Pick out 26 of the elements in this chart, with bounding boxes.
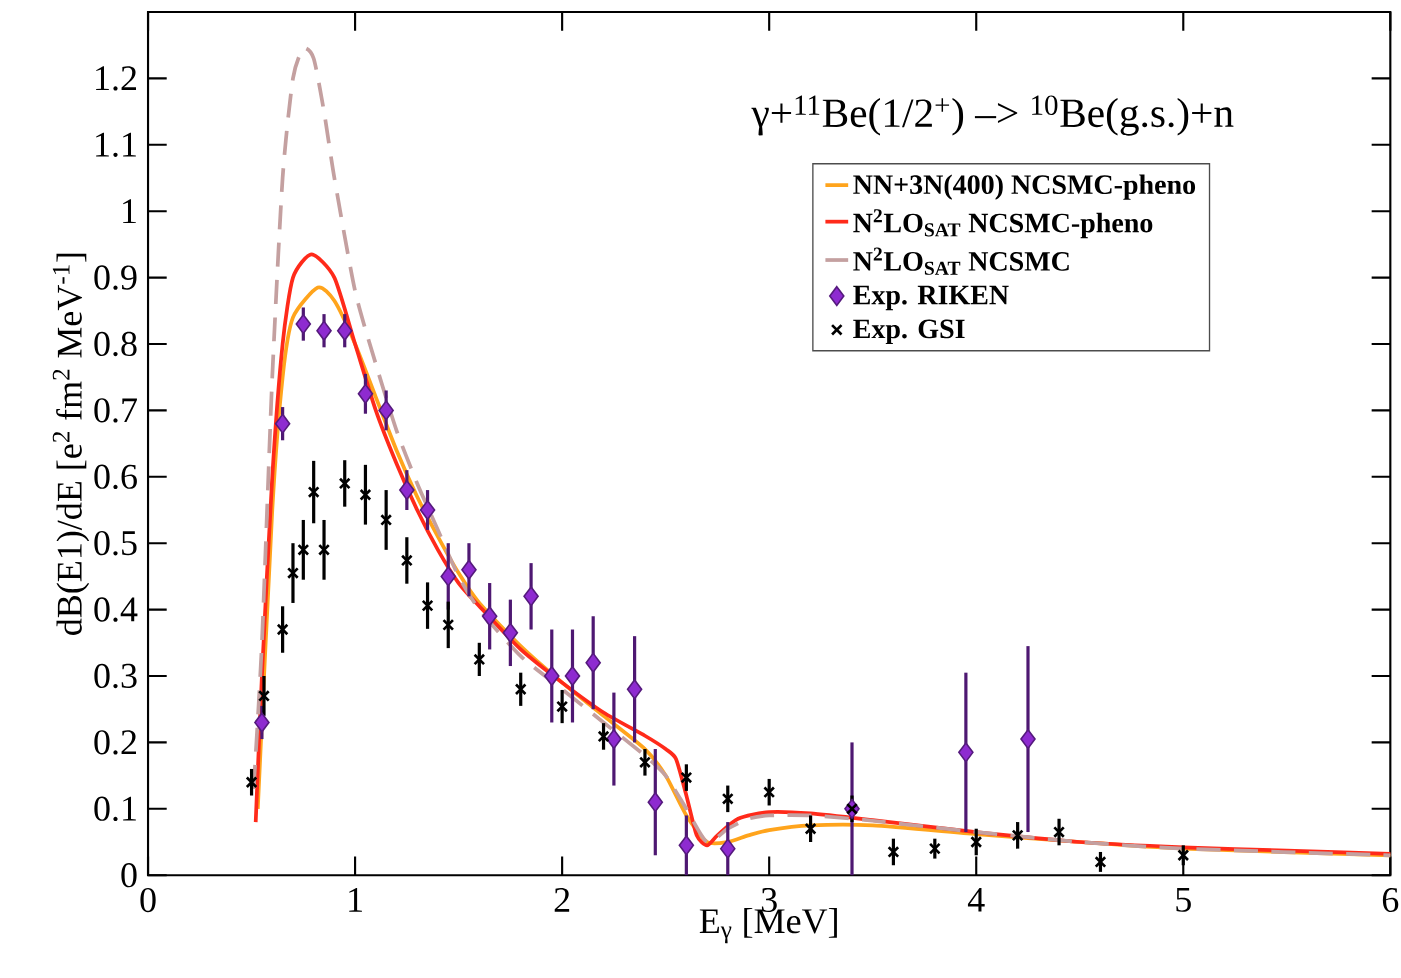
- legend-label: NN+3N(400) NCSMC-pheno: [853, 174, 1196, 200]
- y-tick-label: 0.1: [94, 796, 136, 822]
- y-tick-label: 1.1: [96, 132, 136, 157]
- x-tick-label: 6: [1382, 887, 1399, 913]
- y-tick-label: 0.5: [94, 531, 137, 556]
- legend-label: Exp. RIKEN: [853, 285, 1009, 311]
- y-tick-label: 0: [121, 863, 137, 888]
- y-tick-label: 1.2: [96, 66, 137, 91]
- y-tick-label: 0.9: [94, 265, 137, 290]
- legend-label: N$^{2}$LO$_{SAT}$ NCSMC-pheno: [853, 209, 1153, 239]
- x-tick-label: 4: [967, 887, 985, 912]
- y-tick-label: 0.4: [94, 597, 138, 622]
- y-axis-title: dB(E1)/dE [e$^{2}$ fm$^{2}$ MeV$^{-1}$]: [52, 253, 90, 635]
- y-tick-label: 1: [123, 199, 136, 224]
- annotation: γ+$^{11}$Be(1/2$^{+}$) –> $^{10}$Be(g.s.)+n: [751, 95, 1234, 136]
- x-tick-label: 5: [1176, 887, 1191, 912]
- legend-label: N$^{2}$LO$_{SAT}$ NCSMC: [853, 247, 1069, 275]
- y-tick-label: 0.8: [94, 331, 137, 357]
- x-tick-label: 2: [554, 887, 570, 912]
- legend-label: Exp. GSI: [853, 319, 965, 345]
- y-tick-label: 0.3: [94, 663, 137, 689]
- x-tick-label: 1: [349, 887, 362, 912]
- y-tick-label: 0.6: [94, 464, 137, 490]
- y-tick-label: 0.7: [94, 398, 137, 423]
- y-tick-label: 0.2: [94, 730, 137, 755]
- x-tick-label: 0: [140, 887, 156, 913]
